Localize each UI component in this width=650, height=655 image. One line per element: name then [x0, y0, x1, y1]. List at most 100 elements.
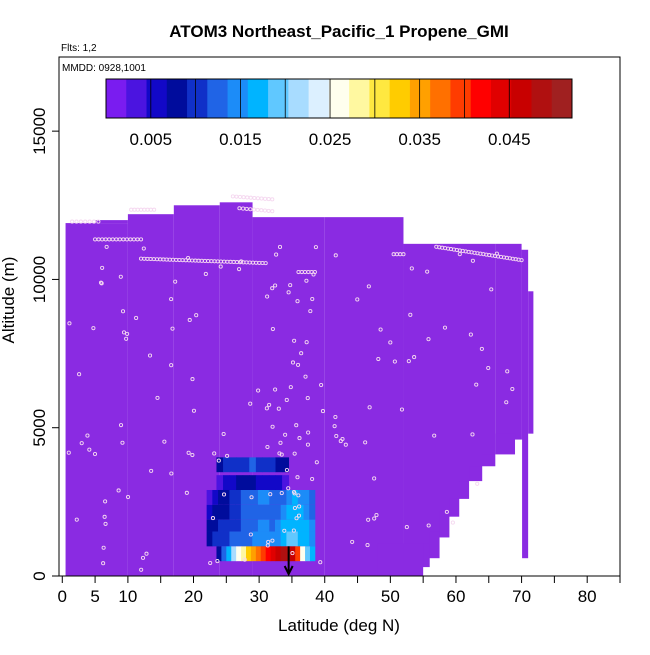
x-tick-label: 70	[512, 587, 531, 606]
track-marker	[283, 432, 288, 437]
y-axis: 0 5000 10000 15000	[30, 108, 59, 581]
track-marker	[251, 207, 257, 212]
heat-cell	[240, 504, 247, 520]
track-marker	[450, 520, 455, 525]
track-marker	[162, 439, 167, 444]
track-marker	[292, 505, 297, 511]
track-marker	[273, 387, 278, 392]
heat-cell	[292, 504, 299, 520]
heat-cell	[236, 475, 244, 490]
heat-cell	[263, 519, 270, 532]
colorbar-swatch	[511, 79, 532, 118]
track-marker	[215, 559, 220, 564]
heat-cell	[246, 504, 253, 520]
track-marker	[99, 281, 104, 286]
heat-cell	[212, 489, 219, 505]
track-marker	[74, 517, 79, 522]
colorbar-swatch	[531, 79, 553, 118]
colorbar-tick-label: 0.005	[130, 130, 173, 149]
heat-cell	[65, 223, 128, 576]
track-marker	[138, 207, 144, 212]
colorbar-swatch	[227, 79, 249, 118]
track-marker	[363, 440, 368, 445]
heat-cell	[260, 546, 267, 562]
track-marker	[270, 197, 275, 202]
track-marker	[270, 326, 275, 332]
track-marker	[401, 252, 406, 257]
track-marker	[378, 327, 383, 332]
heat-cell	[206, 489, 213, 505]
heat-cell	[295, 546, 301, 562]
colorbar-swatch	[430, 79, 451, 118]
heat-cell	[252, 519, 259, 532]
colorbar-tick-label: 0.015	[219, 130, 262, 149]
track-marker	[101, 561, 106, 566]
track-marker	[494, 251, 499, 256]
heat-cell	[309, 531, 316, 547]
heat-cell	[286, 504, 293, 520]
heat-cell	[246, 519, 253, 532]
track-marker	[248, 532, 253, 537]
track-marker	[288, 385, 293, 390]
heat-cell	[246, 531, 253, 547]
track-marker	[319, 383, 324, 388]
track-marker	[338, 439, 343, 444]
track-marker	[332, 424, 337, 429]
heat-cell	[229, 519, 236, 532]
heat-cell	[377, 543, 424, 576]
track-marker	[242, 557, 247, 562]
track-marker	[288, 283, 293, 288]
heat-cell	[268, 457, 276, 473]
heat-cell	[221, 546, 227, 562]
heat-cell	[429, 531, 440, 559]
track-marker	[284, 468, 289, 473]
track-marker	[218, 264, 223, 269]
heat-cell	[252, 504, 259, 520]
track-marker	[489, 287, 494, 292]
track-marker	[310, 297, 315, 302]
track-marker	[367, 405, 372, 410]
heat-cell	[309, 546, 316, 562]
track-marker	[149, 468, 154, 473]
colorbar-swatch	[328, 79, 350, 118]
track-marker	[286, 486, 291, 491]
heat-cell	[282, 457, 290, 473]
heat-cell	[270, 546, 276, 562]
track-marker	[66, 450, 71, 455]
heat-cell	[286, 519, 293, 532]
track-marker	[311, 272, 316, 277]
colorbar-swatch	[409, 79, 431, 118]
empty-cell	[495, 454, 516, 576]
arrow-head	[283, 565, 294, 577]
heat-cell	[235, 504, 242, 520]
colorbar-swatch	[551, 79, 573, 118]
heat-cell	[229, 489, 236, 505]
heat-cell	[309, 519, 316, 532]
track-marker	[475, 481, 480, 486]
track-marker	[87, 447, 92, 452]
track-marker	[103, 521, 108, 526]
y-tick-label: 10000	[30, 256, 49, 303]
track-marker	[241, 206, 246, 211]
track-marker	[409, 266, 414, 271]
heat-cell	[242, 457, 250, 473]
heat-cell	[280, 546, 286, 562]
track-marker	[248, 401, 253, 406]
x-axis: 0 5 10 20 30 40 50 60 70 80	[58, 576, 621, 606]
heat-cell	[303, 519, 310, 532]
track-marker	[290, 551, 295, 556]
dates-label: MMDD: 0928,1001	[62, 63, 146, 74]
heat-cell	[229, 531, 236, 547]
track-marker	[310, 476, 315, 482]
track-marker	[104, 244, 109, 249]
heat-cell	[95, 220, 128, 224]
heat-cell	[255, 546, 262, 562]
empty-cell	[423, 567, 431, 576]
heat-cell	[303, 489, 310, 505]
heat-cell	[255, 475, 263, 490]
track-marker	[259, 208, 264, 213]
heat-cell	[521, 249, 529, 559]
colorbar-swatch	[207, 79, 229, 118]
track-marker	[297, 504, 302, 509]
track-marker	[286, 290, 291, 295]
